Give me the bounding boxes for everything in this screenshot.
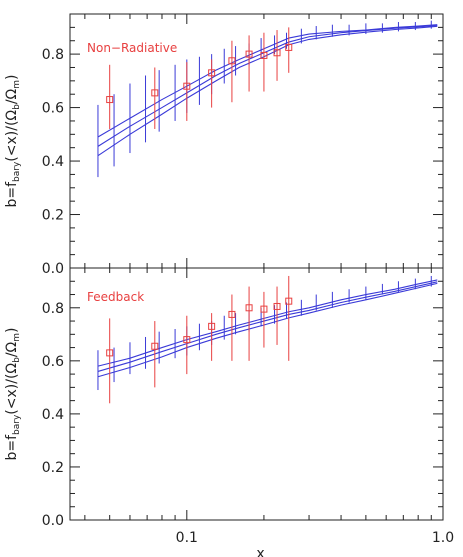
model-curve-2	[97, 281, 438, 372]
plot-frame	[69, 267, 444, 521]
data-point	[260, 305, 268, 313]
model-curve-1	[97, 279, 438, 367]
y-tick-label: 0.2	[42, 460, 64, 476]
model-curve-3	[97, 25, 438, 157]
data-point	[245, 304, 253, 312]
data-point	[183, 82, 191, 90]
x-tick-label: 0.1	[176, 530, 198, 546]
data-point	[245, 50, 253, 58]
data-point	[273, 49, 281, 57]
data-point	[183, 336, 191, 344]
y-tick-label: 0.8	[42, 301, 64, 317]
data-point	[273, 302, 281, 310]
panel-annotation: Feedback	[87, 290, 144, 304]
y-axis-label: b=fbary(<x)/(Ωb/Ωm)	[4, 327, 22, 460]
model-curve-3	[97, 282, 438, 378]
data-point	[228, 57, 236, 65]
data-point	[151, 89, 159, 97]
data-point	[285, 297, 293, 305]
x-tick-label: 1.0	[432, 530, 454, 546]
y-tick-label: 0.4	[42, 154, 64, 170]
data-point	[208, 322, 216, 330]
y-tick-label: 0.2	[42, 208, 64, 224]
model-curve-1	[97, 24, 438, 138]
data-point	[208, 69, 216, 77]
y-tick-label: 0.0	[42, 261, 64, 277]
data-point	[106, 349, 114, 357]
y-tick-label: 0.6	[42, 101, 64, 117]
model-curve-2	[97, 24, 438, 147]
data-point	[106, 96, 114, 104]
y-tick-label: 0.6	[42, 354, 64, 370]
x-axis-label: x	[256, 546, 264, 557]
data-point	[228, 310, 236, 318]
data-point	[260, 51, 268, 59]
y-tick-label: 0.4	[42, 407, 64, 423]
y-axis-label: b=fbary(<x)/(Ωb/Ωm)	[4, 74, 22, 207]
data-point	[285, 43, 293, 51]
y-tick-label: 0.0	[42, 513, 64, 529]
panel-1: 0.0 0.2 0.4 0.6 0.8 Non−Radiative b=fbary(<x)/…	[4, 13, 444, 277]
data-point	[151, 342, 159, 350]
panel-annotation: Non−Radiative	[87, 41, 177, 55]
y-tick-label: 0.8	[42, 47, 64, 63]
panel-2: 0.0 0.2 0.4 0.6 0.8 0.1 1.0 x Feedback b=fbary(<x…	[4, 267, 454, 557]
